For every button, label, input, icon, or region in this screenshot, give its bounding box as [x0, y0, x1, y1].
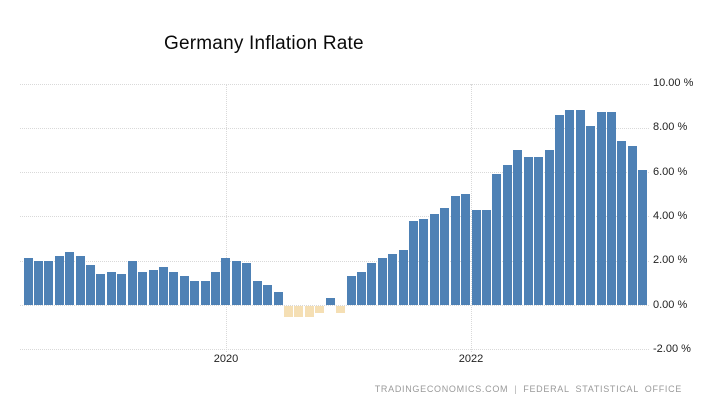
- bar-2022-12[interactable]: [586, 125, 596, 305]
- bar-2018-06[interactable]: [23, 258, 33, 305]
- bar-2022-11[interactable]: [575, 110, 585, 305]
- bar-2019-11[interactable]: [200, 280, 210, 305]
- bar-2023-02[interactable]: [607, 112, 617, 305]
- bar-2020-12[interactable]: [336, 306, 346, 313]
- bar-2020-05[interactable]: [263, 285, 273, 305]
- y-tick-label: 4.00 %: [653, 209, 688, 222]
- y-tick-label: 8.00 %: [653, 121, 688, 134]
- bar-2022-07[interactable]: [534, 156, 544, 305]
- bar-2022-08[interactable]: [544, 149, 554, 305]
- bar-2021-12[interactable]: [461, 194, 471, 305]
- bar-2019-06[interactable]: [148, 269, 158, 305]
- bar-2020-08[interactable]: [294, 306, 304, 318]
- bar-2019-03[interactable]: [117, 273, 127, 305]
- y-tick-label: 2.00 %: [653, 254, 688, 267]
- bar-2021-07[interactable]: [409, 220, 419, 305]
- v-gridline: [471, 84, 472, 352]
- bar-2022-10[interactable]: [565, 110, 575, 305]
- bar-2018-08[interactable]: [44, 260, 54, 305]
- bar-2020-09[interactable]: [304, 306, 314, 318]
- bar-2020-04[interactable]: [252, 280, 262, 305]
- bar-2023-05[interactable]: [638, 169, 648, 305]
- bar-2022-03[interactable]: [492, 174, 502, 305]
- bar-2020-02[interactable]: [231, 260, 241, 305]
- bar-2022-02[interactable]: [481, 209, 491, 305]
- bar-2018-11[interactable]: [75, 256, 85, 305]
- bar-2021-01[interactable]: [346, 276, 356, 305]
- v-gridline: [226, 84, 227, 352]
- bar-2022-09[interactable]: [554, 114, 564, 305]
- bar-2020-10[interactable]: [315, 306, 325, 313]
- x-tick-label: 2022: [458, 353, 484, 365]
- bar-2020-01[interactable]: [221, 258, 231, 305]
- bar-2019-02[interactable]: [106, 271, 116, 305]
- bar-2018-12[interactable]: [86, 265, 96, 305]
- bar-2021-10[interactable]: [440, 207, 450, 305]
- bar-2020-03[interactable]: [242, 262, 252, 305]
- h-gridline: [20, 127, 649, 129]
- h-gridline: [20, 216, 649, 218]
- watermark-footer: TRADINGECONOMICS.COM | FEDERAL STATISTICAL…: [375, 384, 682, 394]
- bar-2019-08[interactable]: [169, 271, 179, 305]
- bar-2022-05[interactable]: [513, 149, 523, 305]
- bar-2019-04[interactable]: [127, 260, 137, 305]
- watermark-source-label: FEDERAL STATISTICAL OFFICE: [523, 384, 682, 394]
- bar-2020-06[interactable]: [273, 291, 283, 305]
- y-tick-label: 10.00 %: [653, 77, 694, 89]
- bar-2023-04[interactable]: [627, 145, 637, 305]
- h-gridline: [20, 305, 649, 306]
- bar-2020-07[interactable]: [284, 306, 293, 318]
- bar-2019-07[interactable]: [158, 267, 168, 305]
- bar-2021-08[interactable]: [419, 218, 429, 305]
- x-tick-label: 2020: [213, 353, 239, 365]
- chart-title: Germany Inflation Rate: [164, 33, 364, 54]
- y-tick-label: 6.00 %: [653, 165, 688, 178]
- bar-2023-03[interactable]: [617, 141, 627, 305]
- bar-2022-06[interactable]: [523, 156, 533, 305]
- bar-2022-04[interactable]: [502, 165, 512, 305]
- bar-2018-09[interactable]: [54, 256, 64, 305]
- bar-2018-10[interactable]: [65, 251, 75, 305]
- bar-2023-01[interactable]: [596, 112, 606, 305]
- h-gridline: [20, 260, 649, 262]
- h-gridline: [20, 83, 649, 85]
- bar-2021-06[interactable]: [398, 249, 408, 305]
- bar-2019-09[interactable]: [179, 276, 189, 305]
- bar-2021-04[interactable]: [377, 258, 387, 305]
- bar-2021-11[interactable]: [450, 196, 460, 305]
- footer-separator: |: [514, 384, 518, 394]
- bar-2021-09[interactable]: [429, 214, 439, 305]
- bar-2022-01[interactable]: [471, 209, 481, 305]
- bar-2019-01[interactable]: [96, 273, 106, 305]
- h-gridline: [20, 349, 649, 351]
- watermark-tradingeconomics-link[interactable]: TRADINGECONOMICS.COM: [374, 384, 509, 394]
- bar-2018-07[interactable]: [33, 260, 43, 305]
- bar-2020-11[interactable]: [325, 298, 335, 305]
- bar-2021-02[interactable]: [356, 271, 366, 305]
- bar-2019-12[interactable]: [211, 271, 221, 305]
- y-tick-label: -2.00 %: [653, 342, 691, 355]
- bar-2019-10[interactable]: [190, 280, 200, 305]
- h-gridline: [20, 172, 649, 174]
- y-tick-label: 0.00 %: [653, 298, 688, 311]
- bar-2021-03[interactable]: [367, 262, 377, 305]
- bar-2019-05[interactable]: [138, 271, 148, 305]
- bar-2021-05[interactable]: [388, 254, 398, 305]
